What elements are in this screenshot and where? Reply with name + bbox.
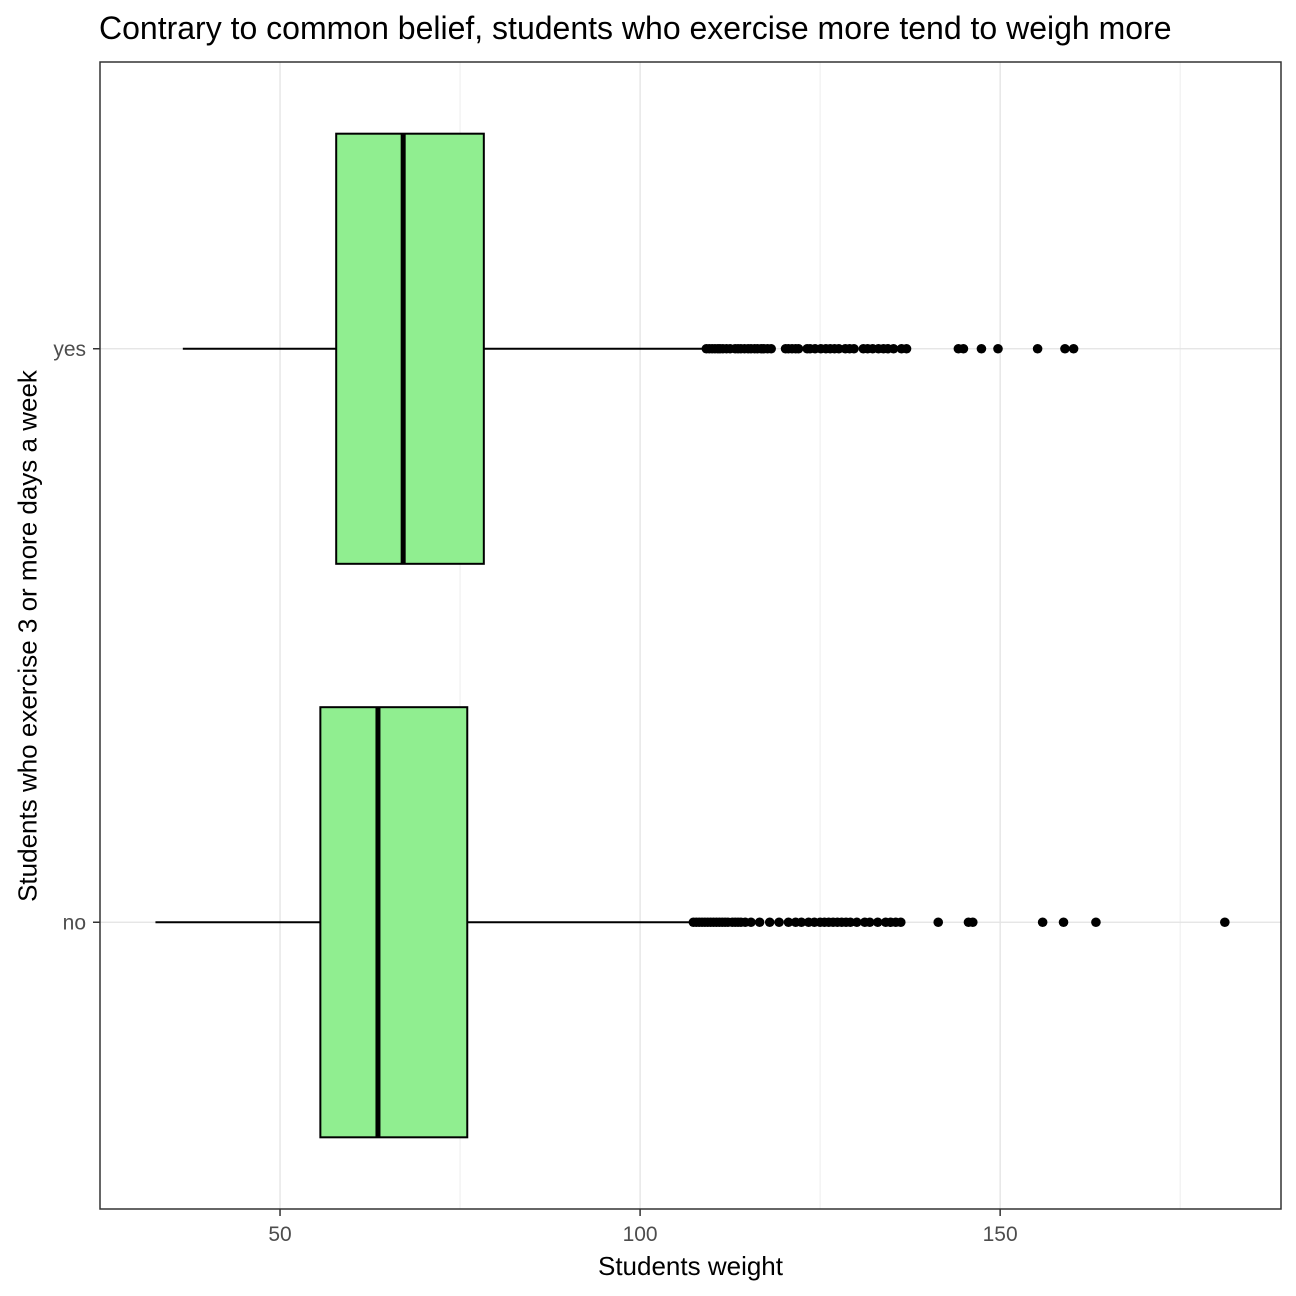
outlier-point <box>1068 343 1079 354</box>
box-iqr <box>319 706 469 1139</box>
x-tick-label: 50 <box>268 1223 291 1246</box>
outlier-point <box>1037 917 1048 928</box>
box-iqr <box>335 132 485 565</box>
y-tick-label: no <box>63 911 86 934</box>
outlier-point <box>764 917 775 928</box>
outlier-point <box>1058 917 1069 928</box>
outlier-point <box>1091 917 1101 928</box>
outlier-point <box>1220 917 1230 928</box>
outlier-point <box>865 917 875 928</box>
y-tick-label: yes <box>53 338 86 361</box>
outlier-point <box>766 343 776 354</box>
x-tick-label: 150 <box>983 1223 1018 1246</box>
outlier-point <box>746 917 756 928</box>
outlier-point <box>895 917 906 928</box>
outlier-point <box>1060 343 1070 354</box>
outlier-point <box>1032 343 1043 354</box>
outlier-point <box>933 917 944 928</box>
outlier-point <box>958 343 969 354</box>
outlier-point <box>888 343 899 354</box>
outlier-point <box>901 343 912 354</box>
outlier-point <box>796 917 807 928</box>
outlier-point <box>849 343 859 354</box>
outlier-point <box>967 917 978 928</box>
outlier-point <box>872 917 883 928</box>
outlier-point <box>793 343 804 354</box>
chart-title: Contrary to common belief, students who … <box>99 10 1172 46</box>
outlier-point <box>993 343 1003 354</box>
x-tick-label: 100 <box>623 1223 658 1246</box>
y-axis-label: Students who exercise 3 or more days a w… <box>12 370 43 902</box>
outlier-point <box>976 343 987 354</box>
panel-border <box>99 61 1282 1210</box>
panel-background <box>100 62 1281 1209</box>
x-axis-label: Students weight <box>597 1251 783 1281</box>
outlier-point <box>754 917 765 928</box>
outlier-point <box>852 917 862 928</box>
outlier-point <box>774 917 784 928</box>
outlier-point <box>783 917 794 928</box>
